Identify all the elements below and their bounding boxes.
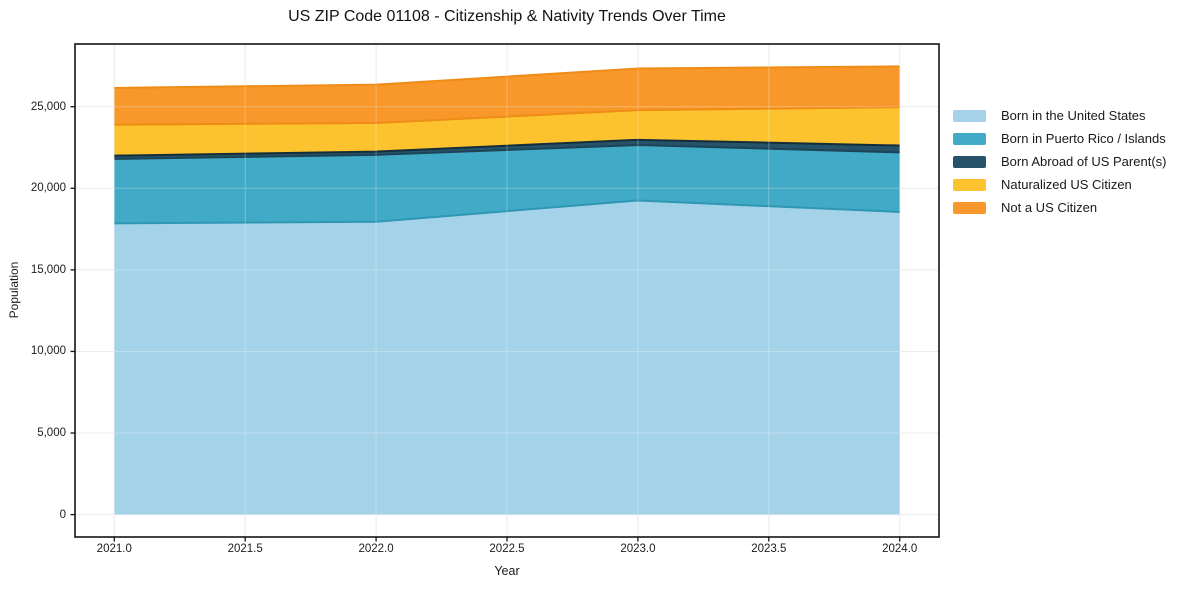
area-born-pr	[114, 145, 900, 224]
area-born-us	[114, 200, 900, 515]
legend-item-naturalized: Naturalized US Citizen	[953, 173, 1166, 196]
x-tick-label: 2022.5	[489, 543, 525, 555]
edge-born-pr	[114, 144, 900, 160]
y-tick-label: 20,000	[30, 182, 66, 195]
legend-label: Not a US Citizen	[1001, 200, 1098, 215]
naturalized-swatch	[953, 178, 986, 191]
legend-label: Born in the United States	[1001, 108, 1146, 123]
area-naturalized	[114, 107, 900, 156]
legend-item-born-abroad: Born Abroad of US Parent(s)	[953, 150, 1166, 173]
legend-item-not-citizen: Not a US Citizen	[953, 196, 1166, 219]
legend-label: Born in Puerto Rico / Islands	[1001, 131, 1166, 146]
y-tick-label: 0	[59, 508, 66, 521]
y-tick-label: 25,000	[30, 100, 66, 113]
y-axis-label: Population	[7, 261, 21, 319]
x-tick-label: 2022.0	[358, 543, 394, 555]
x-axis-label: Year	[494, 564, 520, 578]
x-tick-label: 2024.0	[882, 543, 918, 555]
born-us-swatch	[953, 109, 986, 122]
stacked-area-chart	[70, 43, 940, 542]
born-pr-swatch	[953, 132, 986, 145]
legend-item-born-pr: Born in Puerto Rico / Islands	[953, 127, 1166, 150]
chart-title: US ZIP Code 01108 - Citizenship & Nativi…	[288, 8, 726, 25]
area-not-citizen	[114, 66, 900, 125]
x-tick-label: 2021.0	[96, 543, 132, 555]
x-tick-label: 2023.5	[751, 543, 787, 555]
x-tick-label: 2023.0	[620, 543, 656, 555]
y-tick-label: 10,000	[30, 345, 66, 358]
not-citizen-swatch	[953, 201, 986, 214]
legend-item-born-us: Born in the United States	[953, 104, 1166, 127]
legend-label: Naturalized US Citizen	[1001, 177, 1132, 192]
y-tick-label: 15,000	[30, 263, 66, 276]
x-tick-label: 2021.5	[227, 543, 263, 555]
edge-not-citizen	[114, 65, 900, 89]
edge-naturalized	[114, 106, 900, 126]
legend: Born in the United States Born in Puerto…	[953, 104, 1166, 219]
edge-born-abroad	[114, 138, 900, 157]
edge-born-us	[114, 199, 900, 225]
legend-label: Born Abroad of US Parent(s)	[1001, 154, 1167, 169]
born-abroad-swatch	[953, 155, 986, 168]
y-tick-label: 5,000	[37, 427, 66, 440]
